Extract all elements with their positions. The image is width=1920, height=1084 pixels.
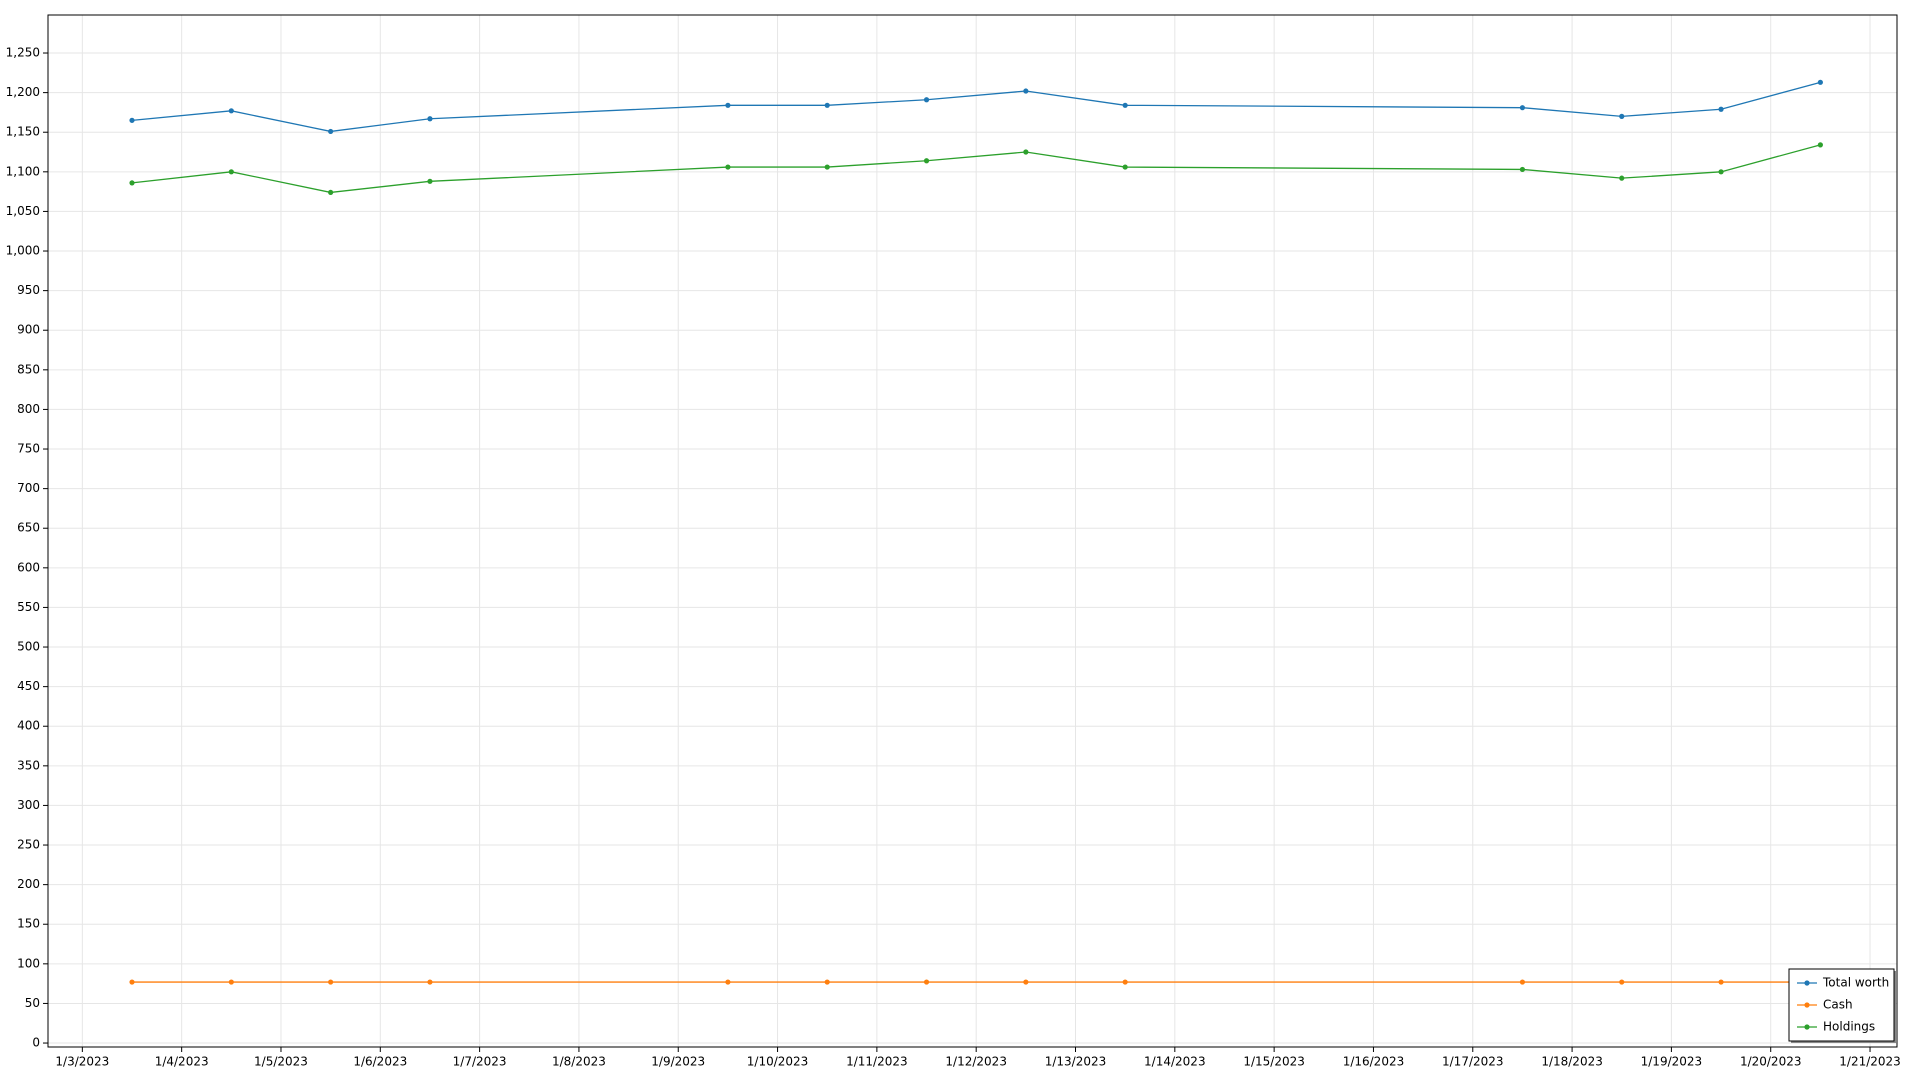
x-tick-label: 1/20/2023 — [1740, 1055, 1802, 1069]
y-tick-label: 0 — [32, 1036, 40, 1050]
y-tick-label: 1,200 — [6, 85, 40, 99]
legend-swatch-dot — [1804, 1024, 1810, 1030]
y-tick-label: 950 — [17, 283, 40, 297]
data-point — [1122, 979, 1128, 985]
data-point — [328, 979, 334, 985]
data-point — [1619, 979, 1625, 985]
plot-frame — [47, 14, 1898, 1048]
x-tick-label: 1/16/2023 — [1343, 1055, 1405, 1069]
data-point — [725, 979, 731, 985]
legend-swatch-dot — [1804, 1002, 1810, 1008]
data-point — [427, 979, 433, 985]
data-point — [1718, 979, 1724, 985]
data-point — [427, 178, 433, 184]
x-tick-label: 1/17/2023 — [1442, 1055, 1504, 1069]
x-tick-label: 1/19/2023 — [1641, 1055, 1703, 1069]
y-tick-label: 1,250 — [6, 46, 40, 60]
data-point — [923, 97, 930, 103]
y-tick-label: 400 — [17, 719, 40, 733]
data-point — [824, 979, 830, 985]
data-point — [1718, 169, 1724, 175]
data-point — [1023, 88, 1029, 94]
x-tick-label: 1/10/2023 — [747, 1055, 809, 1069]
x-tick-label: 1/8/2023 — [552, 1055, 606, 1069]
y-tick-label: 1,100 — [6, 164, 40, 178]
data-point — [228, 108, 234, 114]
y-tick-label: 1,150 — [6, 125, 40, 139]
y-tick-label: 1,050 — [6, 204, 40, 218]
y-tick-label: 450 — [17, 679, 40, 693]
data-point — [427, 116, 433, 122]
data-point — [228, 979, 234, 985]
y-tick-label: 600 — [17, 560, 40, 574]
data-point — [1619, 175, 1625, 181]
y-tick-label: 850 — [17, 362, 40, 376]
y-tick-label: 250 — [17, 838, 40, 852]
data-point — [1817, 79, 1823, 85]
legend: Total worth Cash Holdings — [1788, 968, 1896, 1043]
y-tick-label: 700 — [17, 481, 40, 495]
x-tick-label: 1/21/2023 — [1839, 1055, 1901, 1069]
y-tick-label: 550 — [17, 600, 40, 614]
data-point — [1023, 149, 1029, 155]
data-point — [725, 164, 731, 170]
data-point — [923, 979, 930, 985]
x-tick-label: 1/15/2023 — [1243, 1055, 1305, 1069]
data-point — [1122, 102, 1128, 108]
x-tick-label: 1/9/2023 — [651, 1055, 705, 1069]
legend-swatch-dot — [1804, 980, 1810, 986]
y-tick-label: 350 — [17, 758, 40, 772]
x-tick-label: 1/14/2023 — [1144, 1055, 1206, 1069]
x-tick-label: 1/5/2023 — [254, 1055, 308, 1069]
legend-label: Cash — [1823, 998, 1853, 1012]
x-tick-label: 1/3/2023 — [55, 1055, 109, 1069]
x-tick-label: 1/4/2023 — [155, 1055, 209, 1069]
legend-label: Total worth — [1822, 976, 1889, 990]
data-point — [328, 189, 334, 196]
y-tick-label: 500 — [17, 640, 40, 654]
y-tick-label: 100 — [17, 956, 40, 970]
y-tick-label: 50 — [25, 996, 40, 1010]
data-point — [725, 102, 731, 108]
data-point — [228, 169, 234, 175]
y-tick-label: 800 — [17, 402, 40, 416]
x-tick-label: 1/12/2023 — [945, 1055, 1007, 1069]
y-tick-label: 750 — [17, 442, 40, 456]
data-point — [1519, 105, 1526, 111]
y-tick-label: 650 — [17, 521, 40, 535]
x-tick-label: 1/18/2023 — [1541, 1055, 1603, 1069]
data-point — [129, 180, 135, 186]
y-tick-label: 300 — [17, 798, 40, 812]
y-tick-label: 1,000 — [6, 244, 40, 258]
data-point — [1718, 106, 1724, 112]
y-tick-label: 900 — [17, 323, 40, 337]
data-point — [1519, 166, 1526, 173]
x-tick-label: 1/11/2023 — [846, 1055, 908, 1069]
x-tick-label: 1/7/2023 — [453, 1055, 507, 1069]
data-point — [129, 117, 135, 123]
data-point — [923, 158, 930, 164]
data-point — [1519, 979, 1526, 985]
y-tick-label: 150 — [17, 917, 40, 931]
data-point — [824, 102, 830, 108]
data-point — [1619, 113, 1625, 119]
data-point — [824, 164, 830, 170]
x-tick-label: 1/13/2023 — [1045, 1055, 1107, 1069]
data-point — [328, 128, 334, 135]
data-point — [1023, 979, 1029, 985]
data-point — [1817, 142, 1823, 148]
data-point — [129, 979, 135, 985]
data-point — [1122, 164, 1128, 170]
x-tick-label: 1/6/2023 — [353, 1055, 407, 1069]
legend-label: Holdings — [1823, 1020, 1875, 1034]
y-tick-label: 200 — [17, 877, 40, 891]
